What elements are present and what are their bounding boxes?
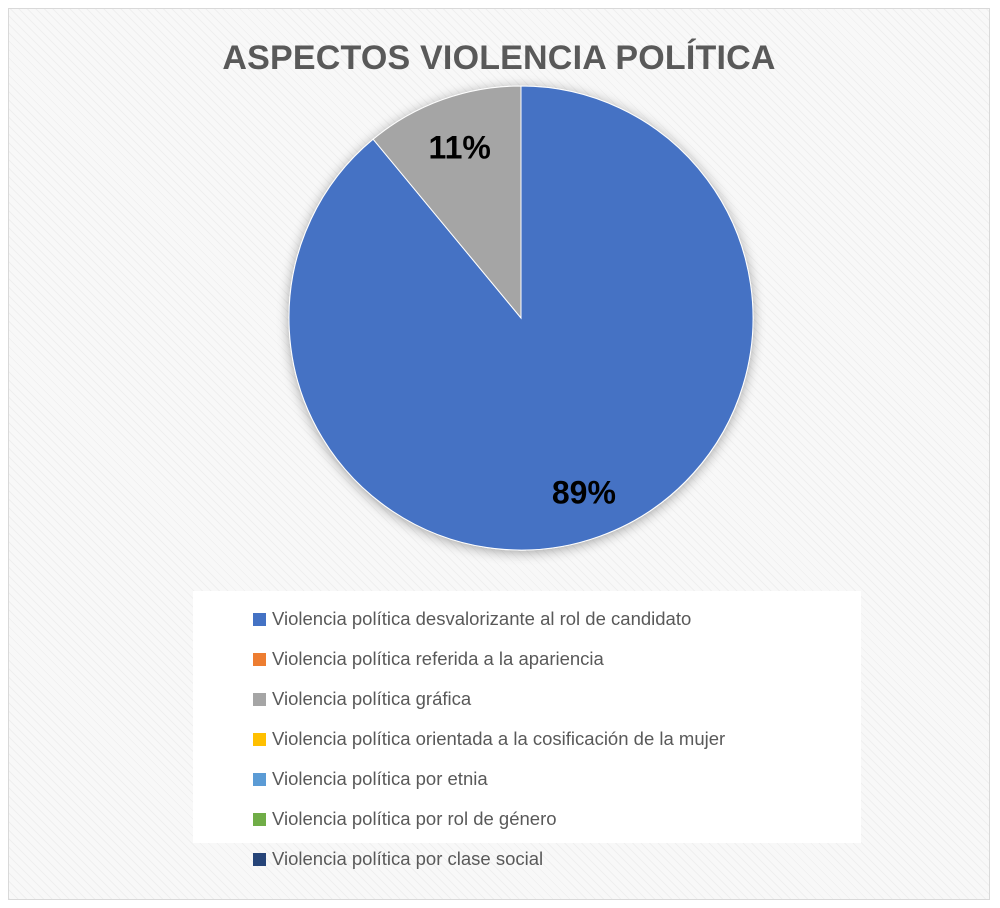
legend-label: Violencia política referida a la aparien…: [272, 648, 604, 669]
legend-item: Violencia política referida a la aparien…: [253, 639, 861, 679]
legend-swatch: [253, 652, 266, 666]
legend-label: Violencia política por etnia: [272, 768, 488, 789]
legend-swatch: [253, 852, 266, 866]
chart-legend: Violencia política desvalorizante al rol…: [193, 591, 861, 869]
legend-label: Violencia política por clase social: [272, 848, 544, 869]
legend-item: Violencia política orientada a la cosifi…: [253, 719, 861, 759]
legend-swatch: [253, 812, 266, 826]
chart-title: ASPECTOS VIOLENCIA POLÍTICA: [222, 39, 776, 77]
data-label-2: 11%: [429, 130, 491, 166]
legend-label: Violencia política por rol de género: [272, 808, 557, 829]
legend-label: Violencia política gráfica: [272, 688, 472, 709]
legend-item: Violencia política por clase social: [253, 839, 861, 879]
data-label-0: 89%: [552, 475, 616, 511]
legend-label: Violencia política orientada a la cosifi…: [272, 728, 726, 749]
legend-swatch: [253, 692, 266, 706]
legend-item: Violencia política por rol de género: [253, 799, 861, 839]
legend-swatch: [253, 772, 266, 786]
legend-item: Violencia política por etnia: [253, 759, 861, 799]
legend-swatch: [253, 732, 266, 746]
legend-swatch: [253, 612, 266, 626]
pie-slice-2: [372, 85, 522, 320]
legend-item: Violencia política desvalorizante al rol…: [253, 599, 861, 639]
legend-item: Violencia política gráfica: [253, 679, 861, 719]
legend-label: Violencia política desvalorizante al rol…: [272, 608, 692, 629]
